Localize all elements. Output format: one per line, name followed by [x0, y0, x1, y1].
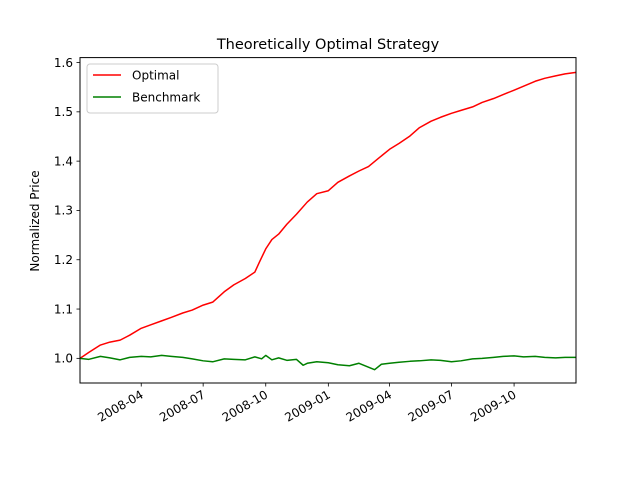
legend-label-1: Benchmark	[132, 90, 200, 104]
y-axis-label: Normalized Price	[28, 170, 42, 271]
y-tick-label-2: 1.2	[54, 253, 73, 267]
legend-box	[86, 63, 219, 114]
series-line-0	[79, 71, 577, 359]
series-layer	[79, 71, 577, 371]
series-line-1	[79, 354, 576, 371]
y-tick-label-3: 1.3	[54, 204, 73, 218]
y-tick-label-5: 1.5	[54, 105, 73, 119]
y-tick-label-0: 1.0	[54, 352, 73, 366]
legend: Optimal Benchmark	[86, 63, 219, 114]
y-axis: 1.0 1.1 1.2 1.3 1.4 1.5 1.6	[54, 56, 80, 366]
y-tick-label-1: 1.1	[54, 302, 73, 316]
plot-frame	[79, 57, 577, 384]
chart-title: Theoretically Optimal Strategy	[216, 37, 440, 53]
y-tick-label-6: 1.6	[54, 56, 73, 70]
y-tick-label-4: 1.4	[54, 154, 73, 168]
legend-label-0: Optimal	[132, 68, 179, 82]
